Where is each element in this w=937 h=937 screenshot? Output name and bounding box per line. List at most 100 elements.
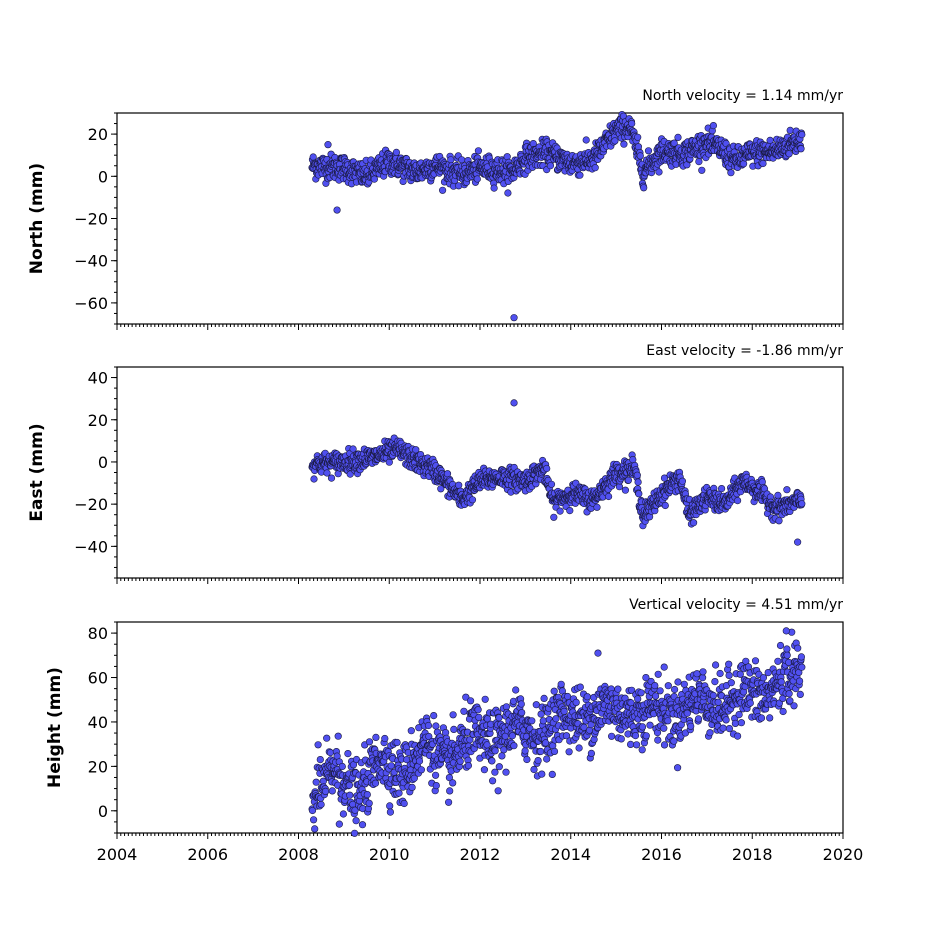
north-data-point bbox=[628, 119, 636, 128]
height-data-point bbox=[725, 671, 733, 680]
height-data-point bbox=[687, 722, 695, 730]
height-data-point bbox=[467, 697, 475, 705]
north-data-point bbox=[698, 166, 706, 174]
north-data-point bbox=[392, 148, 401, 156]
height-data-point bbox=[776, 641, 785, 650]
height-data-point bbox=[540, 694, 548, 703]
height-y-tick-label: 40 bbox=[88, 713, 108, 732]
height-data-point bbox=[795, 677, 804, 685]
height-data-point bbox=[656, 687, 664, 695]
height-data-point bbox=[670, 685, 679, 694]
height-data-point bbox=[670, 737, 678, 745]
north-data-point bbox=[458, 156, 466, 164]
east-data-point bbox=[798, 500, 806, 508]
height-data-point bbox=[475, 713, 483, 722]
north-data-point bbox=[727, 169, 735, 177]
north-data-point bbox=[576, 171, 584, 179]
east-outlier-point bbox=[510, 399, 518, 407]
north-outlier-point bbox=[333, 206, 341, 214]
height-outlier-point bbox=[782, 627, 790, 635]
east-data-point bbox=[774, 491, 782, 500]
height-data-point bbox=[386, 802, 394, 810]
height-data-point bbox=[576, 683, 584, 691]
north-data-point bbox=[439, 186, 447, 194]
east-points bbox=[308, 399, 806, 546]
height-data-point bbox=[664, 717, 672, 725]
height-data-point bbox=[552, 715, 560, 723]
height-data-point bbox=[518, 708, 526, 717]
height-data-point bbox=[664, 682, 672, 690]
height-data-point bbox=[660, 741, 669, 749]
east-y-tick-label: −40 bbox=[74, 537, 108, 556]
height-data-point bbox=[548, 770, 556, 779]
north-data-point bbox=[473, 175, 481, 183]
height-outlier-point bbox=[335, 820, 343, 828]
height-data-point bbox=[424, 721, 433, 730]
height-data-point bbox=[528, 717, 536, 725]
height-y-ticks: 80 60 40 20 0 bbox=[88, 621, 117, 834]
east-data-point bbox=[547, 480, 556, 488]
height-data-point bbox=[654, 670, 662, 678]
north-data-point bbox=[655, 168, 663, 176]
height-data-point bbox=[654, 736, 662, 744]
height-data-point bbox=[395, 789, 403, 797]
east-data-point bbox=[635, 490, 643, 498]
height-data-point bbox=[680, 680, 688, 688]
height-x-tick-label: 2012 bbox=[460, 845, 501, 864]
east-data-point bbox=[543, 464, 551, 473]
height-data-point bbox=[474, 706, 482, 714]
height-x-tick-label: 2008 bbox=[278, 845, 319, 864]
height-panel-title: Vertical velocity = 4.51 mm/yr bbox=[629, 597, 843, 613]
height-data-point bbox=[727, 679, 735, 687]
north-y-tick-label: −60 bbox=[74, 294, 108, 313]
height-data-point bbox=[521, 747, 529, 755]
north-data-point bbox=[582, 136, 590, 144]
north-data-point bbox=[611, 137, 619, 145]
height-x-tick-label: 2018 bbox=[732, 845, 773, 864]
north-data-point bbox=[797, 145, 805, 153]
height-data-point bbox=[751, 657, 760, 665]
height-data-point bbox=[543, 755, 551, 763]
height-data-point bbox=[757, 714, 766, 722]
height-data-point bbox=[674, 678, 682, 686]
height-data-point bbox=[731, 719, 740, 728]
north-data-point bbox=[695, 158, 703, 166]
height-data-point bbox=[790, 702, 798, 710]
east-y-ticks: 40 20 0 −20 −40 bbox=[74, 366, 117, 579]
height-data-point bbox=[642, 732, 650, 740]
east-data-point bbox=[634, 478, 642, 486]
height-x-tick-label: 2004 bbox=[97, 845, 138, 864]
east-panel: East velocity = -1.86 mm/yr East (mm) 40… bbox=[27, 343, 844, 584]
north-data-point bbox=[798, 131, 806, 139]
north-y-ticks: 20 0 −20 −40 −60 bbox=[74, 112, 117, 325]
east-data-point bbox=[661, 501, 669, 510]
east-y-axis-label: East (mm) bbox=[27, 423, 47, 521]
height-data-point bbox=[632, 741, 641, 749]
east-data-point bbox=[624, 476, 633, 484]
height-data-point bbox=[326, 748, 335, 757]
height-data-point bbox=[537, 710, 545, 718]
north-panel: North velocity = 1.14 mm/yr North (mm) 2… bbox=[27, 88, 844, 330]
height-data-point bbox=[311, 825, 319, 833]
height-data-point bbox=[310, 816, 318, 824]
height-data-point bbox=[328, 787, 336, 795]
north-data-point bbox=[474, 147, 483, 155]
height-data-point bbox=[512, 686, 520, 694]
height-data-point bbox=[614, 685, 622, 693]
height-data-point bbox=[488, 757, 496, 765]
height-data-point bbox=[351, 829, 359, 837]
height-data-point bbox=[523, 755, 531, 764]
north-data-point bbox=[739, 160, 748, 168]
height-panel: Vertical velocity = 4.51 mm/yr Height (m… bbox=[45, 597, 863, 864]
height-data-point bbox=[626, 740, 635, 749]
height-data-point bbox=[489, 777, 497, 785]
height-x-tick-label: 2020 bbox=[823, 845, 864, 864]
height-data-point bbox=[673, 764, 682, 772]
height-data-point bbox=[660, 663, 668, 671]
north-data-point bbox=[309, 153, 317, 161]
east-data-point bbox=[678, 477, 687, 485]
height-data-point bbox=[317, 800, 325, 809]
height-data-point bbox=[798, 663, 806, 671]
height-y-axis-label: Height (mm) bbox=[45, 667, 65, 788]
height-data-point bbox=[550, 747, 559, 756]
